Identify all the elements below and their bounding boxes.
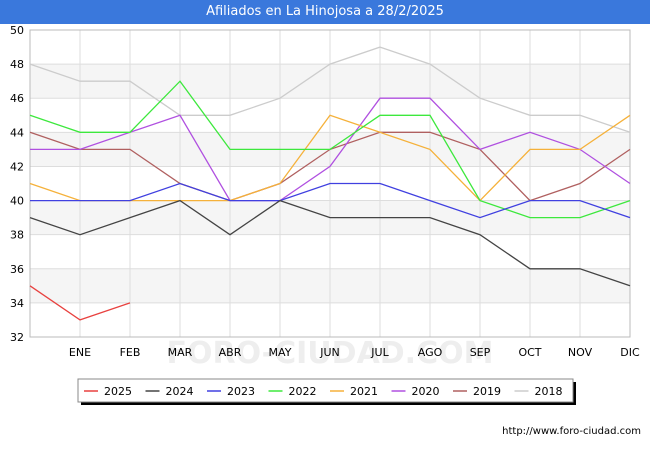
watermark: FORO-CIUDAD.COM — [167, 336, 494, 371]
x-tick-label: MAR — [168, 346, 193, 359]
chart-title: Afiliados en La Hinojosa a 28/2/2025 — [0, 0, 650, 24]
y-tick-label: 40 — [10, 195, 24, 208]
series-2023 — [30, 182, 631, 219]
x-axis-ticks: ENE FEB MAR ABR MAY JUN JUL AGO SEP OCT NOV DIC — [69, 346, 640, 359]
series-line-2022 — [29, 80, 631, 219]
x-tick-label: JUN — [319, 346, 340, 359]
y-tick-label: 44 — [10, 126, 24, 139]
y-tick-label: 34 — [10, 297, 24, 310]
series-lines — [29, 46, 631, 321]
legend-label-2021: 2021 — [350, 385, 378, 398]
legend-box — [77, 378, 574, 403]
x-tick-label: ENE — [69, 346, 91, 359]
y-tick-label: 50 — [10, 24, 24, 37]
y-tick-label: 42 — [10, 160, 24, 173]
legend-label-2023: 2023 — [227, 385, 255, 398]
x-tick-label: JUL — [370, 346, 389, 359]
source-url[interactable]: http://www.foro-ciudad.com — [502, 426, 641, 437]
x-tick-label: FEB — [120, 346, 141, 359]
y-tick-label: 48 — [10, 58, 24, 71]
series-line-2023 — [30, 182, 631, 219]
y-tick-label: 46 — [10, 92, 24, 105]
legend-label-2025: 2025 — [104, 385, 132, 398]
series-2025 — [29, 285, 131, 321]
x-tick-label: AGO — [418, 346, 443, 359]
series-2022 — [29, 80, 631, 219]
series-line-2025 — [29, 285, 131, 321]
legend-label-2024: 2024 — [166, 385, 194, 398]
x-tick-label: OCT — [518, 346, 541, 359]
legend-label-2018: 2018 — [535, 385, 563, 398]
x-tick-label: MAY — [269, 346, 292, 359]
y-axis-ticks: 32 34 36 38 40 42 44 46 48 50 — [10, 24, 24, 344]
series-2018 — [29, 46, 631, 133]
x-tick-label: DIC — [620, 346, 640, 359]
legend-label-2020: 2020 — [412, 385, 440, 398]
series-2024 — [29, 199, 631, 287]
legend: 2025 2024 2023 2022 2021 2020 2019 2018 — [77, 378, 576, 405]
y-tick-label: 36 — [10, 263, 24, 276]
x-tick-label: ABR — [219, 346, 242, 359]
y-tick-label: 38 — [10, 229, 24, 242]
legend-label-2019: 2019 — [473, 385, 501, 398]
x-tick-label: NOV — [568, 346, 593, 359]
series-line-2024 — [29, 199, 631, 287]
series-line-2018 — [29, 46, 631, 133]
y-tick-label: 32 — [10, 331, 24, 344]
x-tick-label: SEP — [470, 346, 491, 359]
legend-label-2022: 2022 — [289, 385, 317, 398]
